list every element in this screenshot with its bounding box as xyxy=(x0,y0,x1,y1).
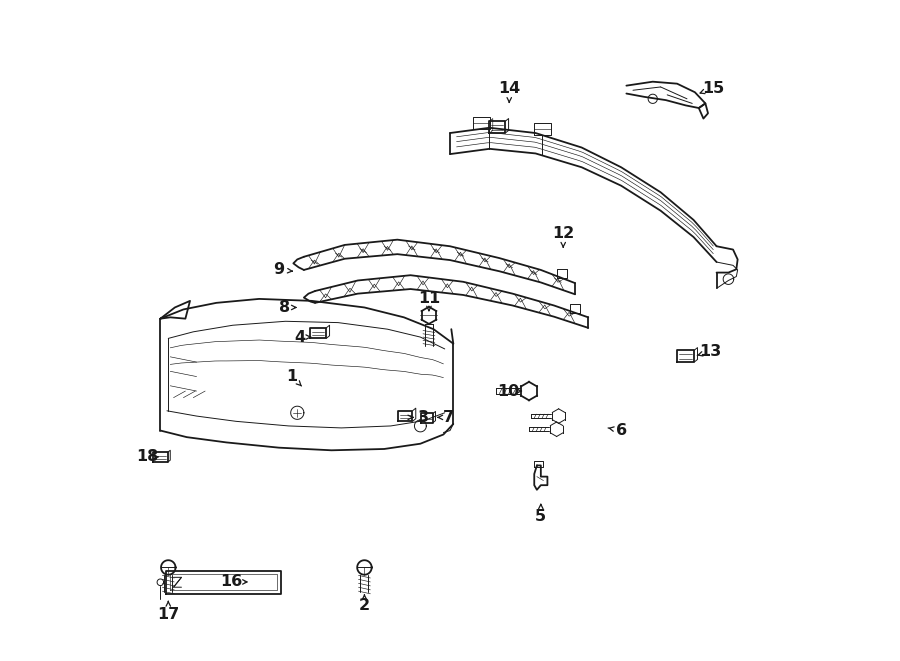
Text: 9: 9 xyxy=(274,262,284,278)
Text: 5: 5 xyxy=(536,508,546,524)
Text: 13: 13 xyxy=(699,344,721,359)
Text: 15: 15 xyxy=(702,81,724,96)
Text: 10: 10 xyxy=(497,383,519,399)
Text: 12: 12 xyxy=(552,225,574,241)
Text: 16: 16 xyxy=(220,574,243,590)
Text: 18: 18 xyxy=(136,449,158,465)
Text: 1: 1 xyxy=(286,369,298,384)
Text: 4: 4 xyxy=(294,330,305,344)
Text: 8: 8 xyxy=(279,300,290,315)
Text: 6: 6 xyxy=(616,423,626,438)
Text: 3: 3 xyxy=(418,410,429,425)
Text: 17: 17 xyxy=(158,607,179,623)
Text: 2: 2 xyxy=(359,598,370,613)
Text: 14: 14 xyxy=(498,81,520,96)
Text: 11: 11 xyxy=(418,292,440,307)
Text: 7: 7 xyxy=(443,410,454,425)
